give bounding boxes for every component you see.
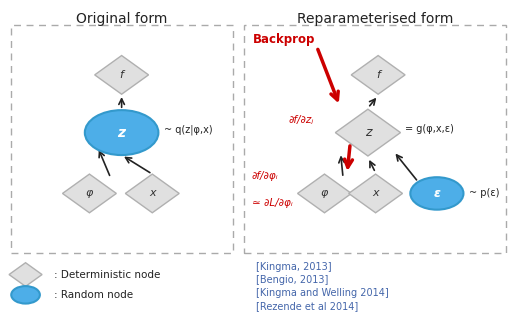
Text: ∂f/∂φᵢ: ∂f/∂φᵢ [252, 171, 278, 181]
Text: [Bengio, 2013]: [Bengio, 2013] [256, 275, 328, 285]
Text: = g(φ,x,ε): = g(φ,x,ε) [405, 124, 454, 134]
Text: [Kingma, 2013]: [Kingma, 2013] [256, 262, 331, 272]
Polygon shape [62, 174, 117, 213]
Circle shape [410, 177, 463, 210]
Text: φ: φ [321, 188, 328, 198]
Text: Original form: Original form [76, 12, 167, 27]
Text: [Rezende et al 2014]: [Rezende et al 2014] [256, 301, 358, 311]
Polygon shape [125, 174, 179, 213]
Bar [244, 25, 506, 253]
Polygon shape [349, 174, 403, 213]
Text: f: f [120, 70, 124, 80]
Polygon shape [335, 109, 401, 156]
Text: z: z [118, 126, 126, 139]
Text: z: z [365, 126, 371, 139]
Text: f: f [376, 70, 380, 80]
Text: : Deterministic node: : Deterministic node [54, 270, 160, 280]
Text: Reparameterised form: Reparameterised form [297, 12, 454, 27]
Text: φ: φ [86, 188, 93, 198]
Polygon shape [297, 174, 352, 213]
Text: ∂f/∂zⱼ: ∂f/∂zⱼ [289, 115, 314, 125]
Circle shape [85, 110, 158, 155]
Circle shape [11, 286, 40, 304]
Polygon shape [9, 263, 42, 286]
Text: ~ p(ε): ~ p(ε) [469, 188, 499, 198]
Polygon shape [95, 56, 149, 94]
Text: : Random node: : Random node [54, 290, 133, 300]
Text: Backprop: Backprop [253, 32, 315, 46]
Text: ~ q(z|φ,x): ~ q(z|φ,x) [164, 124, 212, 135]
Text: ≃ ∂L/∂φᵢ: ≃ ∂L/∂φᵢ [252, 198, 293, 208]
Text: x: x [149, 188, 155, 198]
Bar [11, 25, 233, 253]
Text: x: x [373, 188, 379, 198]
Polygon shape [351, 56, 405, 94]
Text: [Kingma and Welling 2014]: [Kingma and Welling 2014] [256, 288, 388, 298]
Text: ε: ε [433, 187, 440, 200]
